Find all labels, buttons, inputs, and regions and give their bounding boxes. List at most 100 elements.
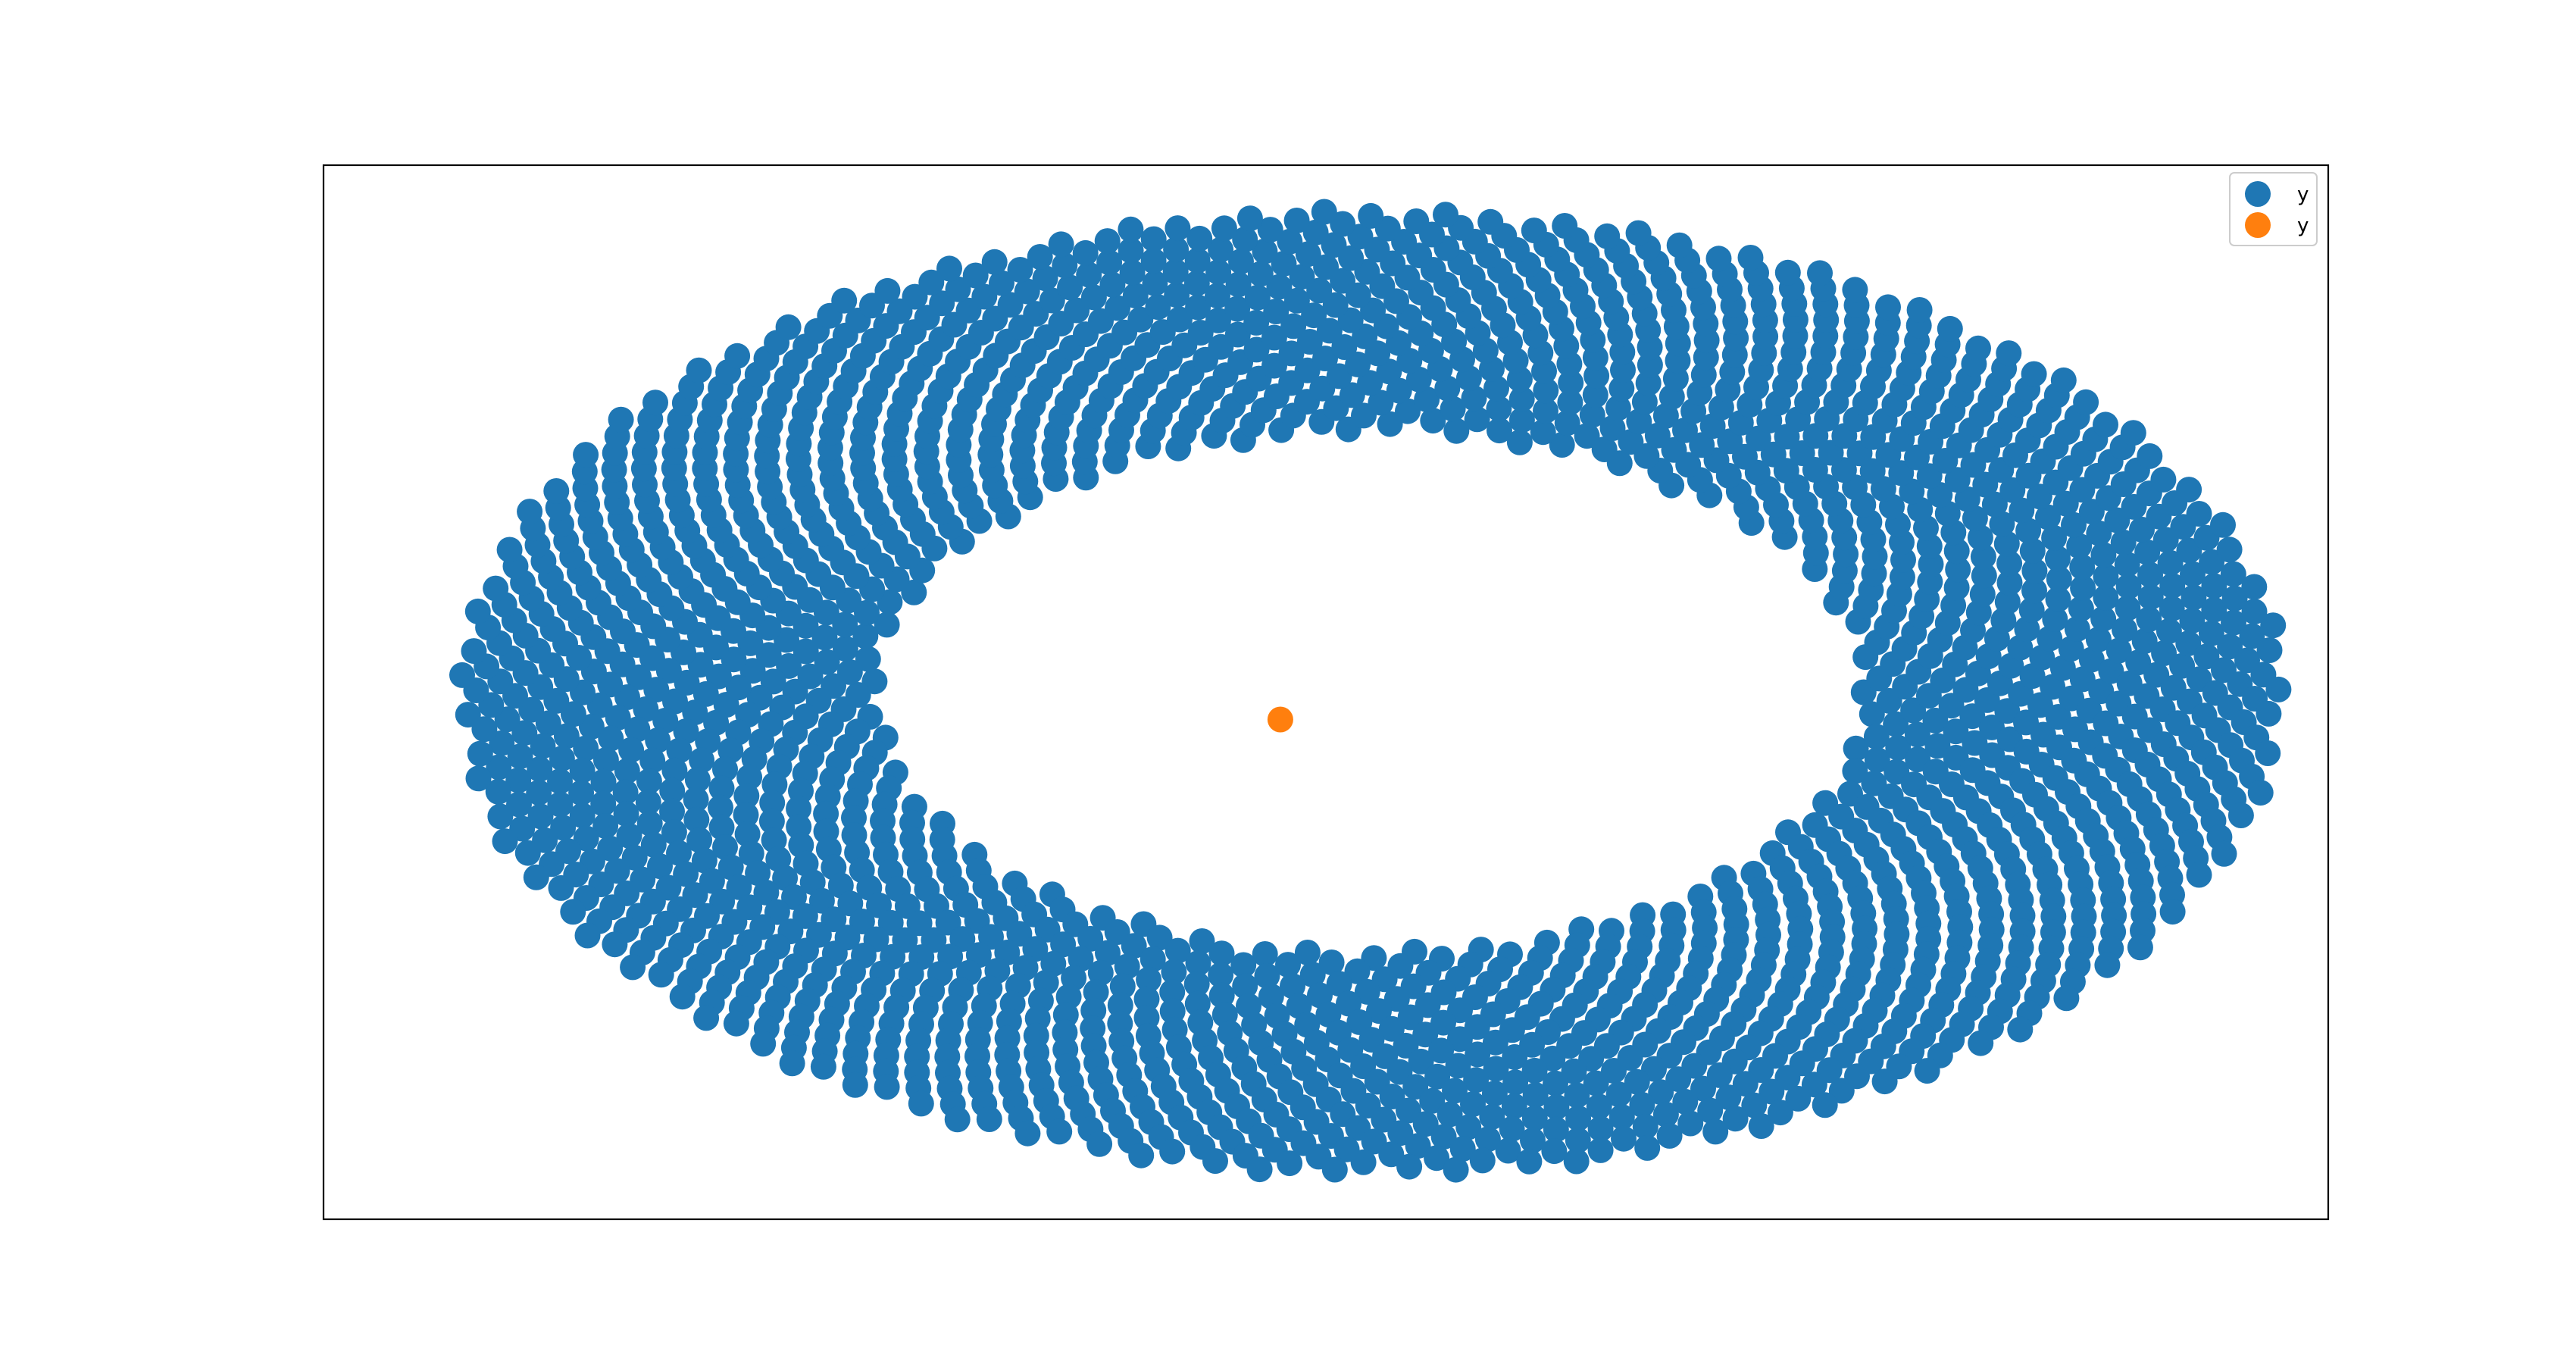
scatter-point (874, 277, 901, 304)
scatter-point (683, 787, 709, 813)
scatter-point (1208, 962, 1234, 988)
scatter-point (1202, 1148, 1228, 1175)
scatter-point (2220, 561, 2246, 587)
scatter-point (1330, 211, 1356, 237)
scatter-point (2180, 561, 2206, 587)
scatter-point (1996, 550, 2023, 577)
scatter-point (2131, 628, 2158, 654)
scatter-point (1225, 271, 1252, 298)
scatter-point (1247, 261, 1274, 287)
scatter-point (2227, 802, 2254, 828)
scatter-point (2241, 574, 2268, 600)
scatter-point (1280, 973, 1305, 1000)
scatter-point (1463, 1067, 1490, 1093)
scatter-point (1345, 351, 1371, 377)
scatter-point (1312, 346, 1338, 371)
scatter-point (1368, 389, 1394, 416)
scatter-point (1405, 1133, 1431, 1159)
scatter-point (1208, 236, 1234, 263)
scatter-point (673, 718, 699, 744)
scatter-point (2064, 615, 2090, 642)
scatter-point (1689, 432, 1715, 458)
scatter-point (1618, 429, 1644, 455)
scatter-point (673, 861, 699, 887)
scatter-point (686, 357, 712, 383)
scatter-point (553, 723, 580, 749)
scatter-point (2210, 512, 2236, 538)
scatter-point (1521, 1057, 1548, 1084)
scatter-point (1927, 482, 1953, 508)
scatter-point (971, 283, 998, 310)
scatter-point (712, 834, 738, 860)
scatter-point (527, 803, 554, 830)
legend-label-series-2: y (2297, 214, 2309, 237)
scatter-point (2211, 840, 2237, 867)
scatter-point (1224, 321, 1251, 348)
scatter-point (1321, 232, 1347, 258)
scatter-point (1474, 1126, 1501, 1153)
scatter-point (832, 636, 858, 662)
scatter-point (1271, 250, 1297, 277)
scatter-point (1666, 232, 1693, 258)
scatter-point (1541, 1138, 1568, 1165)
scatter-point (1412, 1021, 1439, 1048)
scatter-point (1252, 941, 1278, 967)
scatter-point (1224, 296, 1251, 322)
scatter-point (1232, 973, 1258, 1000)
scatter-point (1582, 382, 1608, 408)
scatter-point (1970, 543, 1996, 570)
scatter-point (1599, 415, 1626, 441)
scatter-point (852, 623, 879, 649)
scatter-point (733, 783, 760, 809)
scatter-point (1741, 1092, 1768, 1118)
scatter-point (1996, 570, 2023, 596)
scatter-point (723, 1010, 749, 1037)
scatter-point (1469, 1147, 1496, 1174)
scatter-point (1705, 246, 1732, 272)
scatter-point (1336, 990, 1361, 1017)
scatter-point (1386, 377, 1412, 404)
scatter-point (1677, 1110, 1704, 1137)
scatter-point (1648, 1079, 1674, 1106)
scatter-point (2151, 640, 2177, 666)
scatter-point (1486, 396, 1512, 422)
scatter-point (1321, 1156, 1348, 1183)
scatter-point (2049, 655, 2076, 681)
scatter-point (775, 314, 802, 340)
scatter-point (612, 779, 639, 806)
scatter-point (689, 747, 715, 774)
scatter-point (647, 853, 673, 880)
scatter-point (605, 705, 631, 730)
scatter-point (705, 663, 732, 690)
scatter-point (2255, 740, 2281, 766)
scatter-point (1039, 287, 1065, 314)
scatter-point (1095, 940, 1121, 966)
scatter-point (831, 287, 858, 314)
scatter-point (1294, 940, 1321, 965)
scatter-point (2221, 609, 2246, 636)
scatter-point (1007, 257, 1033, 283)
scatter-point (1464, 406, 1490, 433)
scatter-point (517, 499, 543, 525)
scatter-point (1945, 556, 1971, 583)
scatter-point (1554, 410, 1580, 436)
scatter-point (699, 868, 725, 894)
scatter-point (639, 747, 666, 774)
scatter-point (1605, 395, 1631, 421)
scatter-point (548, 874, 574, 901)
scatter-point (1672, 1088, 1699, 1115)
scatter-point (1420, 408, 1446, 434)
scatter-point (1574, 423, 1600, 449)
scatter-point (1393, 1032, 1419, 1059)
scatter-point (573, 825, 599, 852)
scatter-point (1565, 1127, 1591, 1153)
scatter-point (598, 725, 624, 752)
scatter-point (2068, 596, 2094, 622)
scatter-point (1625, 220, 1652, 246)
scatter-point (1387, 1120, 1414, 1147)
scatter-point (918, 269, 945, 296)
scatter-point (2009, 497, 2035, 524)
scatter-point (745, 860, 771, 887)
scatter-point (1266, 274, 1293, 300)
scatter-point (1993, 530, 2020, 557)
